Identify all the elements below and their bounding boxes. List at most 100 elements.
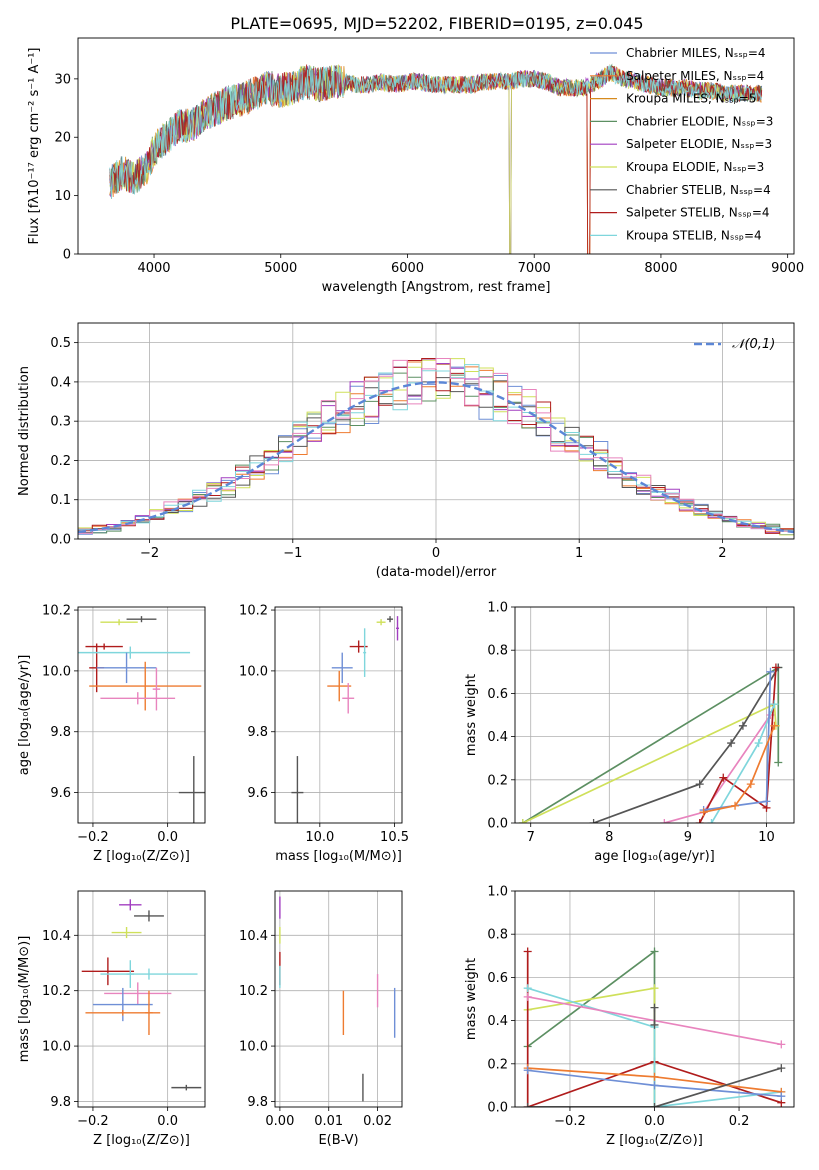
- y-tick-label: 0.2: [50, 454, 71, 469]
- y-tick-label: 10.2: [239, 604, 268, 619]
- errorbar-point: [331, 652, 353, 684]
- plot-area-residuals: [78, 358, 794, 536]
- axes-frame: [274, 606, 403, 824]
- x-axis-label: Z [log₁₀(Z/Z⊙)]: [93, 849, 190, 864]
- plus-marker: [727, 739, 736, 748]
- y-tick-label: 0.2: [487, 773, 508, 788]
- y-tick-label: 1.0: [487, 885, 508, 900]
- x-tick-label: 10.0: [305, 830, 334, 845]
- y-tick-label: 10.4: [42, 929, 71, 944]
- x-tick-label: −1: [283, 546, 302, 561]
- x-tick-label: 7: [527, 830, 535, 845]
- x-tick-label: 10: [758, 830, 775, 845]
- axes-massweight-vs-Z: −0.2 0.0 0.2 0.0 0.2 0.4 0.6 0.8 1.0 Z [log₁₀(Z/Z…: [464, 885, 795, 1148]
- weight-line: [527, 987, 656, 1107]
- y-tick-label: 0.6: [487, 687, 508, 702]
- plus-marker: [777, 1040, 786, 1049]
- legend-entry: Kroupa MILES, Nₛₛₚ=5: [626, 92, 756, 106]
- y-tick-label: 0.0: [487, 817, 508, 832]
- plus-marker: [777, 1064, 786, 1073]
- plot-area-age-vs-mass: [291, 616, 400, 823]
- legend-entry: 𝒩(0,1): [732, 337, 775, 352]
- x-tick-label: 0.02: [363, 1114, 392, 1129]
- axes-frame: [77, 606, 206, 824]
- x-tick-label: 9: [684, 830, 692, 845]
- y-tick-label: 9.6: [247, 786, 268, 801]
- x-tick-label: 0.01: [314, 1114, 343, 1129]
- plot-area-mass-vs-EBV: [279, 896, 396, 1102]
- plus-marker: [518, 819, 527, 823]
- plot-area-mass-vs-Z: [81, 899, 202, 1091]
- axes-mass-vs-EBV: 0.00 0.01 0.02 9.8 10.0 10.2 10.4 E(B-V): [239, 890, 403, 1148]
- plus-marker: [650, 1020, 659, 1029]
- y-tick-label: 1.0: [487, 601, 508, 616]
- axes-massweight-vs-age: 7 8 9 10 0.0 0.2 0.4 0.6 0.8 1.0 age [log₁₀(age/yr…: [464, 601, 795, 864]
- errorbar-point: [178, 756, 205, 823]
- plots-layer: 4000 5000 6000 7000 8000 90000102030wavelengt…: [17, 37, 804, 1148]
- axes-spectrum: 4000 5000 6000 7000 8000 9000 0 10 20 30 wavelengt…: [27, 37, 804, 295]
- y-tick-label: 9.6: [50, 786, 71, 801]
- x-tick-label: 0: [432, 546, 440, 561]
- y-tick-label: 10: [54, 189, 71, 204]
- axes-age-vs-Z: −0.2 0.0 9.6 9.8 10.0 10.2 Z [log₁₀(Z/Z⊙)] age …: [17, 604, 206, 864]
- legend-entry: Chabrier STELIB, Nₛₛₚ=4: [626, 183, 771, 197]
- y-tick-label: 10.0: [42, 1040, 71, 1055]
- y-tick-label: 0.4: [487, 1014, 508, 1029]
- errorbar-point: [171, 1084, 202, 1091]
- y-axis-label: Flux [fλ10⁻¹⁷ erg cm⁻² s⁻¹ A⁻¹]: [27, 48, 42, 245]
- x-tick-label: 0.0: [157, 1114, 178, 1129]
- y-tick-label: 10.2: [239, 984, 268, 999]
- plus-marker: [746, 780, 755, 789]
- plus-marker: [771, 663, 780, 672]
- axes-frame: [77, 322, 795, 540]
- y-tick-label: 0.0: [50, 533, 71, 548]
- x-tick-label: 0.00: [265, 1114, 294, 1129]
- errorbar-point: [119, 899, 142, 911]
- x-tick-label: 0.2: [729, 1114, 750, 1129]
- plot-area-massweight-vs-age: [518, 663, 783, 823]
- legend-entry: Salpeter STELIB, Nₛₛₚ=4: [626, 206, 770, 220]
- plot-area-massweight-vs-Z: [523, 947, 786, 1107]
- errorbar-point: [363, 628, 367, 677]
- x-axis-label: E(B-V): [318, 1133, 358, 1148]
- plus-marker: [738, 721, 747, 730]
- errorbar-point: [100, 692, 176, 705]
- x-axis-label: Z [log₁₀(Z/Z⊙)]: [93, 1133, 190, 1148]
- y-axis-label: Normed distribution: [17, 366, 32, 496]
- plus-marker: [707, 819, 716, 823]
- errorbar-point: [327, 670, 352, 702]
- errorbar-point: [342, 683, 355, 714]
- errorbar-point: [89, 661, 202, 711]
- axes-frame: [274, 890, 403, 1108]
- x-axis-label: mass [log₁₀(M/M⊙)]: [275, 849, 402, 864]
- errorbar-point: [387, 616, 394, 623]
- legend: Chabrier MILES, Nₛₛₚ=4 Salpeter MILES, Nₛ…: [590, 46, 773, 242]
- errorbar-point: [152, 667, 161, 711]
- errorbar-point: [85, 643, 123, 650]
- plus-marker: [754, 739, 763, 748]
- plus-marker: [695, 819, 704, 823]
- y-tick-label: 0.6: [487, 971, 508, 986]
- plus-marker: [523, 992, 532, 1001]
- y-tick-label: 10.0: [42, 664, 71, 679]
- plus-marker: [650, 1072, 659, 1081]
- errorbar-point: [134, 910, 164, 922]
- errorbar-point: [92, 987, 153, 1022]
- errorbar-point: [104, 982, 172, 1005]
- weight-line: [527, 1067, 782, 1107]
- x-tick-label: 0.0: [644, 1114, 665, 1129]
- y-axis-label: age [log₁₀(age/yr)]: [17, 655, 32, 776]
- plus-marker: [650, 1103, 659, 1107]
- axes-age-vs-mass: 10.0 10.5 9.6 9.8 10.0 10.2 mass [log₁₀(M/M⊙)]: [239, 604, 409, 864]
- axes-frame: [77, 890, 206, 1108]
- legend-entry: Chabrier ELODIE, Nₛₛₚ=3: [626, 114, 773, 128]
- spectrum-line: [109, 64, 763, 199]
- y-tick-label: 10.4: [239, 929, 268, 944]
- errorbar-point: [78, 646, 191, 659]
- plus-marker: [731, 801, 740, 810]
- x-tick-label: 5000: [264, 261, 297, 276]
- y-tick-label: 9.8: [247, 725, 268, 740]
- plus-marker: [523, 947, 532, 956]
- errorbar-point: [291, 756, 304, 823]
- y-tick-label: 0.4: [50, 375, 71, 390]
